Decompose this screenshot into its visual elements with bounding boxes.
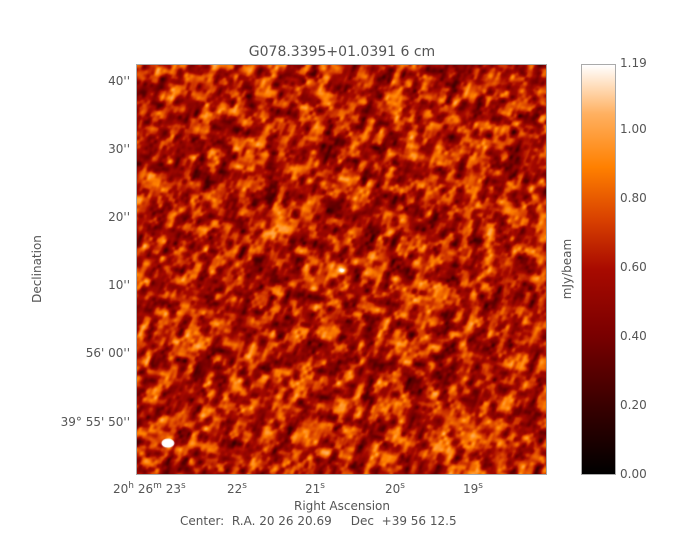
colorbar-tick-label: 0.60 xyxy=(620,259,647,274)
colorbar xyxy=(581,64,616,475)
x-tick-label: 22s xyxy=(227,481,247,496)
y-tick-label: 39° 55' 50'' xyxy=(60,415,130,429)
y-axis-label: Declination xyxy=(30,235,44,303)
colorbar-label: mJy/beam xyxy=(560,238,574,300)
y-tick-label: 30'' xyxy=(108,142,130,156)
x-axis-label: Right Ascension xyxy=(294,499,390,513)
y-tick-label: 56' 00'' xyxy=(85,346,130,360)
center-coordinates: Center: R.A. 20 26 20.69 Dec +39 56 12.5 xyxy=(180,514,457,528)
y-tick-label: 40'' xyxy=(108,74,130,88)
colorbar-tick-label: 0.80 xyxy=(620,190,647,205)
heatmap-image xyxy=(136,64,547,475)
chart-title: G078.3395+01.0391 6 cm xyxy=(248,44,436,60)
y-tick-label: 10'' xyxy=(108,278,130,292)
colorbar-tick-label: 1.19 xyxy=(620,56,647,70)
x-tick-label: 20s xyxy=(385,481,405,496)
colorbar-tick-label: 0.20 xyxy=(620,397,647,412)
x-tick-label: 19s xyxy=(463,481,483,496)
x-tick-label: 21s xyxy=(305,481,325,496)
colorbar-tick-label: 0.00 xyxy=(620,467,647,481)
colorbar-tick-label: 1.00 xyxy=(620,121,647,136)
colorbar-tick-label: 0.40 xyxy=(620,328,647,343)
y-tick-label: 20'' xyxy=(108,210,130,224)
x-tick-label: 20h 26m 23s xyxy=(113,481,186,496)
